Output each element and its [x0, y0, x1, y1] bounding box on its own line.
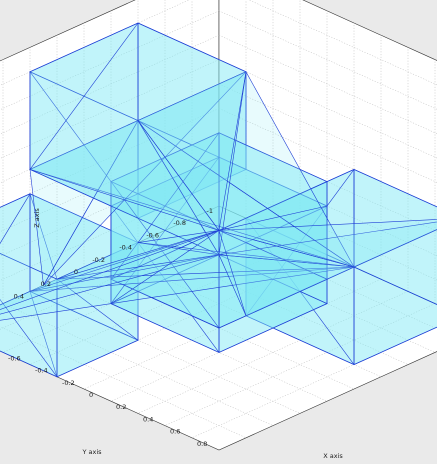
mesh-edge [0, 193, 31, 245]
grid-line [2, 303, 274, 426]
x-axis-label: X axis [323, 452, 343, 460]
grid-line [0, 326, 247, 439]
grid-line [56, 278, 328, 402]
mesh-edge [353, 266, 437, 305]
y-tick-label: 0.4 [14, 292, 24, 300]
x-tick-label: 0.2 [116, 403, 126, 411]
grid-line [137, 291, 409, 414]
mesh-edge [110, 132, 220, 280]
y-tick-label: 0.2 [41, 280, 51, 288]
x-tick-label: 0.8 [197, 440, 207, 448]
grid-line [164, 230, 436, 353]
mesh-edge [110, 229, 220, 304]
x-tick-label: 0.6 [170, 428, 180, 436]
x-tick-label: -0.4 [35, 367, 48, 375]
grid-line [137, 242, 409, 365]
grid-line [191, 326, 437, 439]
mesh-edge [29, 120, 139, 287]
grid-line [29, 291, 301, 414]
y-tick-label: -0.8 [173, 219, 186, 227]
x-tick-label: 0.4 [143, 415, 153, 423]
x-tick-label: -0.2 [62, 379, 75, 387]
grid-line [164, 303, 436, 426]
y-tick-label: 0 [74, 268, 78, 276]
y-tick-label: -0.2 [92, 256, 105, 264]
mesh-edge [29, 291, 58, 377]
grid-line [0, 217, 247, 330]
mesh-edge [29, 22, 139, 170]
axes-walls [0, 0, 437, 451]
grid-line [191, 217, 437, 330]
grid-line [29, 242, 301, 365]
mesh-edge [56, 278, 139, 341]
y-tick-label: -1 [207, 207, 213, 215]
mesh-surface [0, 22, 437, 378]
mesh-edge [218, 230, 328, 280]
grid-line [2, 230, 274, 353]
x-tick-label: 0 [89, 391, 93, 399]
grid-line [83, 266, 355, 390]
x-tick-label: -0.6 [8, 354, 21, 362]
y-axis-label: Y axis [81, 448, 102, 456]
grid-line [110, 278, 382, 402]
z-axis-label: Z axis [33, 208, 41, 228]
y-tick-label: -0.6 [146, 231, 159, 239]
grid-line [83, 266, 355, 390]
tick-labels: -1-0.8-0.6-0.4-0.200.20.40.60.81-1-0.8-0… [8, 207, 213, 448]
y-tick-label: -0.4 [119, 244, 132, 252]
